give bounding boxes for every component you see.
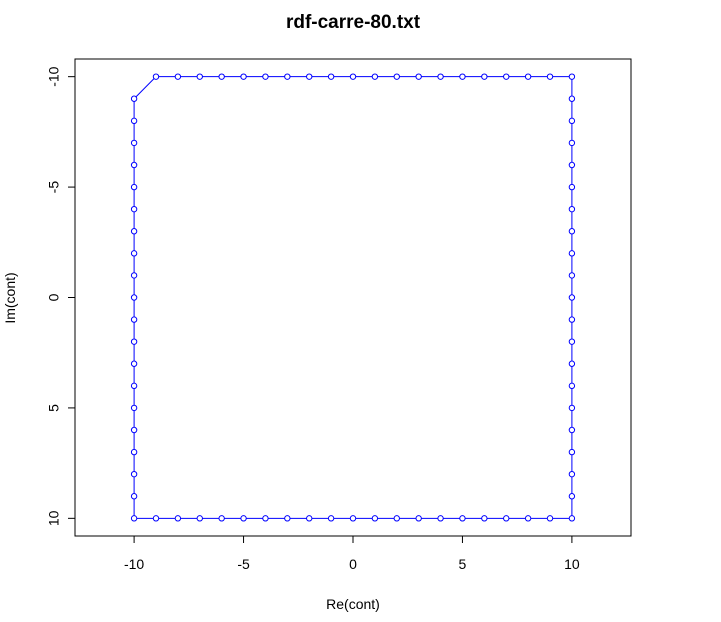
data-point (568, 316, 576, 323)
y-tick-label: -5 (46, 181, 62, 194)
data-point (284, 515, 291, 522)
data-point (568, 272, 576, 279)
data-point (568, 205, 576, 213)
data-point (174, 73, 182, 80)
data-point (568, 470, 576, 478)
data-point (130, 448, 138, 456)
data-point (262, 73, 269, 80)
data-point (196, 515, 203, 522)
data-point (130, 117, 138, 125)
data-point (568, 95, 576, 102)
data-point (524, 515, 532, 522)
data-point (130, 161, 138, 169)
data-point (546, 73, 554, 80)
data-point (568, 228, 576, 235)
data-point (130, 515, 138, 522)
data-point (371, 73, 379, 80)
data-point (568, 73, 576, 80)
x-tick-label: 10 (564, 556, 580, 572)
data-point (130, 493, 138, 500)
data-point (568, 404, 576, 412)
data-point (306, 515, 313, 522)
data-point (306, 73, 313, 80)
data-point (568, 250, 576, 257)
chart-title: rdf-carre-80.txt (286, 12, 421, 33)
data-point (568, 139, 576, 147)
y-tick-label: 0 (46, 293, 62, 301)
data-point (568, 360, 576, 367)
data-point (568, 382, 576, 390)
data-point (130, 250, 138, 257)
data-point (459, 515, 466, 522)
data-point (130, 360, 138, 367)
data-point (130, 228, 138, 235)
data-point (327, 515, 335, 522)
data-point (459, 73, 466, 80)
data-point (130, 316, 138, 323)
data-point (240, 73, 247, 80)
x-axis: -10 -5 0 5 10 (124, 535, 580, 572)
data-point (240, 515, 247, 522)
data-point (568, 161, 576, 169)
x-tick-label: 5 (459, 556, 467, 572)
x-tick-label: 0 (349, 556, 357, 572)
data-point (349, 515, 357, 522)
data-point (568, 338, 576, 345)
data-point (130, 426, 138, 434)
x-tick-label: -5 (237, 556, 250, 572)
data-point (130, 404, 138, 412)
data-point (437, 73, 444, 80)
data-point (546, 515, 554, 522)
data-point (130, 95, 138, 102)
data-point (524, 73, 532, 80)
data-point (130, 294, 138, 301)
y-axis: -10 -5 0 5 10 (46, 66, 76, 526)
data-point (130, 272, 138, 279)
y-tick-label: 5 (46, 404, 62, 412)
data-point (568, 515, 576, 522)
y-tick-label: 10 (46, 510, 62, 526)
data-point (568, 426, 576, 434)
data-point (130, 470, 138, 478)
data-point (152, 73, 160, 80)
data-point (196, 73, 203, 80)
plot-area (130, 73, 576, 522)
data-point (393, 73, 400, 80)
data-point (371, 515, 379, 522)
data-point (284, 73, 291, 80)
data-point (568, 493, 576, 500)
x-tick-label: -10 (124, 556, 144, 572)
data-point (218, 73, 225, 80)
data-point (393, 515, 400, 522)
data-point (152, 515, 160, 522)
data-point (437, 515, 444, 522)
data-point (130, 205, 138, 213)
data-point (218, 515, 225, 522)
data-point (415, 73, 422, 80)
data-point (415, 515, 422, 522)
data-point (568, 294, 576, 301)
data-point (568, 183, 576, 191)
data-point (130, 338, 138, 345)
plot-frame (74, 58, 632, 537)
data-point (503, 515, 510, 522)
x-axis-label: Re(cont) (326, 596, 380, 612)
data-point (262, 515, 269, 522)
data-point (481, 73, 488, 80)
data-point (503, 73, 510, 80)
y-tick-label: -10 (46, 66, 62, 86)
data-point (130, 382, 138, 390)
data-point (174, 515, 182, 522)
data-point (130, 183, 138, 191)
data-point (568, 117, 576, 125)
data-point (349, 73, 357, 80)
data-point (481, 515, 488, 522)
series-line (133, 76, 573, 519)
data-point (327, 73, 335, 80)
data-point (568, 448, 576, 456)
data-point (130, 139, 138, 147)
y-axis-label: Im(cont) (2, 272, 18, 323)
